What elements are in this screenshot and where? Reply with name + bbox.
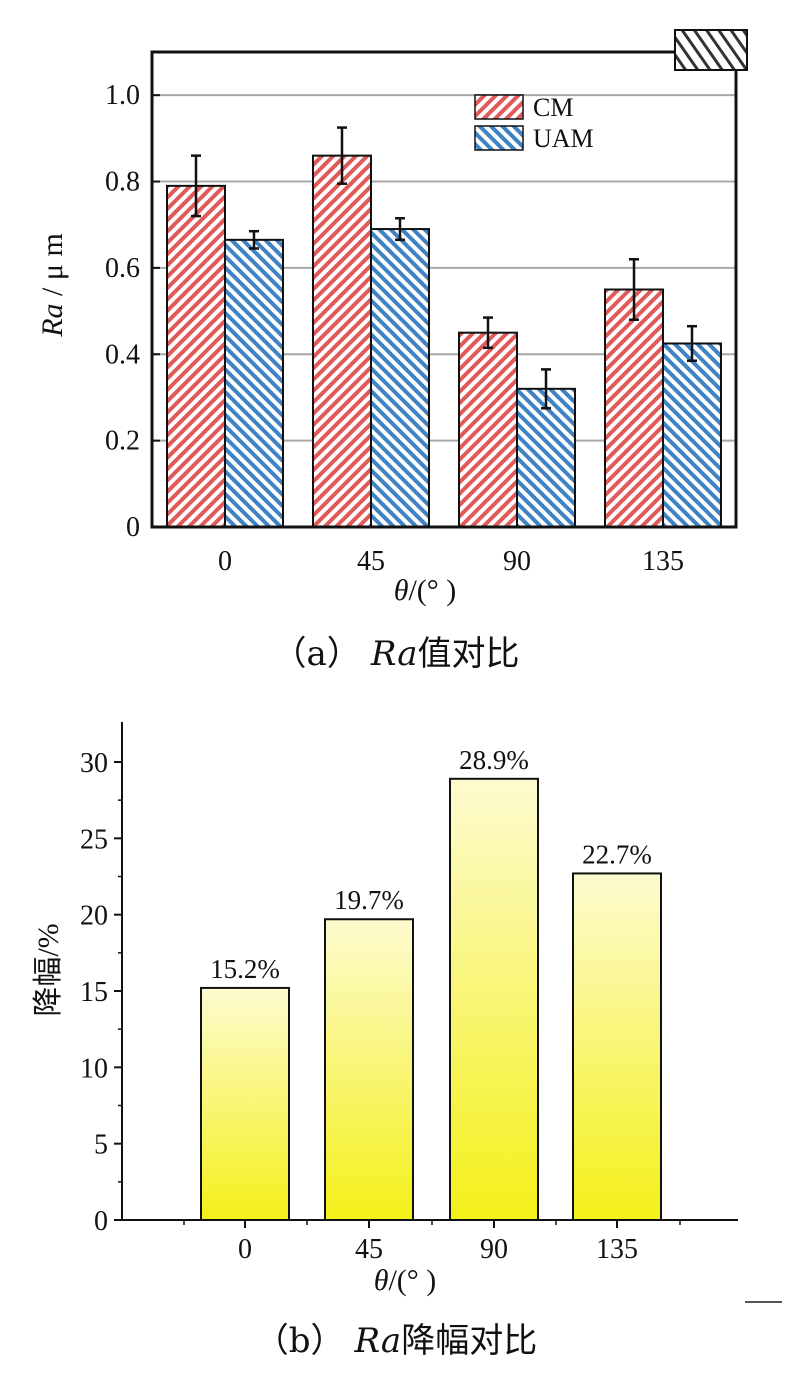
- y-tick-label: 0: [126, 512, 140, 543]
- y-tick-label: 20: [80, 901, 108, 932]
- legend-label-cm: CM: [533, 93, 573, 122]
- chart-b-y-axis-label: 降幅/%: [32, 923, 65, 1016]
- chart-a-y-axis-label: Ra / μ m: [36, 233, 69, 338]
- bar: [572, 872, 662, 1221]
- x-tick-label: 45: [355, 1234, 383, 1265]
- error-bar-cm: [629, 258, 639, 321]
- bar-cm: [312, 154, 372, 529]
- x-tick-label: 90: [503, 546, 531, 577]
- y-tick-label: 0: [94, 1206, 108, 1237]
- bar: [200, 986, 290, 1221]
- chart-b-x-ticks: 0 45 90 135: [183, 1220, 681, 1265]
- bar-uam: [224, 238, 284, 528]
- error-bar-uam: [687, 324, 697, 362]
- x-tick-label: 0: [238, 1234, 252, 1265]
- y-tick-label: 1.0: [105, 80, 140, 111]
- data-label: 19.7%: [334, 885, 404, 915]
- y-tick-label: 0.2: [105, 426, 140, 457]
- chart-b-x-axis-label: θ/(° ): [374, 1264, 437, 1297]
- chart-a-x-axis-label: θ/(° ): [394, 574, 457, 607]
- data-label: 28.9%: [459, 745, 529, 775]
- bar-cm: [458, 331, 518, 528]
- milling-tool-icon: [674, 29, 748, 71]
- chart-a-plot-frame: [150, 50, 738, 529]
- error-bar-cm: [191, 154, 201, 218]
- y-tick-label: 25: [80, 824, 108, 855]
- legend-label-uam: UAM: [533, 124, 594, 153]
- y-tick-label: 0.4: [105, 339, 140, 370]
- bar: [449, 777, 539, 1221]
- chart-b-y-ticks: 0 5 10 15 20 25 30: [80, 748, 122, 1237]
- chart-a-y-ticks: 0 0.2 0.4 0.6 0.8 1.0: [105, 80, 160, 543]
- chart-b-caption: （b） Ra降幅对比: [255, 1321, 537, 1361]
- bar-cm: [166, 184, 226, 528]
- y-tick-label: 10: [80, 1053, 108, 1084]
- bar-uam: [516, 387, 576, 528]
- chart-a-error-bars: [191, 126, 697, 410]
- chart-a-caption: （a） Ra值对比: [273, 634, 520, 674]
- error-bar-cm: [337, 126, 347, 185]
- chart-a-bars: [166, 154, 722, 529]
- data-label: 22.7%: [582, 839, 652, 869]
- y-tick-label: 0.8: [105, 167, 140, 198]
- y-tick-label: 0.6: [105, 253, 140, 284]
- error-bar-uam: [395, 217, 405, 242]
- chart-b: 15.2% 19.7% 28.9% 22.7% 0 5 10 15 20 25 30 0 45 90 1…: [32, 722, 782, 1361]
- bar: [324, 918, 414, 1221]
- error-bar-cm: [483, 316, 493, 350]
- chart-b-data-labels: 15.2% 19.7% 28.9% 22.7%: [210, 745, 652, 984]
- bar-uam: [370, 228, 430, 529]
- legend-swatch-uam: [474, 125, 524, 151]
- x-tick-label: 45: [357, 546, 385, 577]
- bar-uam: [662, 342, 722, 528]
- legend-swatch-cm: [474, 94, 524, 120]
- x-tick-label: 135: [642, 546, 684, 577]
- chart-a: 0 0.2 0.4 0.6 0.8 1.0 0 45 90 135 CM UAM Ra / μ …: [36, 29, 748, 674]
- error-bar-uam: [541, 368, 551, 410]
- y-tick-label: 15: [80, 977, 108, 1008]
- chart-b-bars: [200, 777, 662, 1221]
- y-tick-label: 30: [80, 748, 108, 779]
- data-label: 15.2%: [210, 954, 280, 984]
- x-tick-label: 135: [596, 1234, 638, 1265]
- bar-cm: [604, 288, 664, 528]
- y-tick-label: 5: [94, 1130, 108, 1161]
- chart-a-legend: CM UAM: [474, 93, 594, 153]
- x-tick-label: 0: [218, 546, 232, 577]
- error-bar-uam: [249, 229, 259, 250]
- x-tick-label: 90: [480, 1234, 508, 1265]
- chart-a-x-ticks: 0 45 90 135: [218, 519, 684, 577]
